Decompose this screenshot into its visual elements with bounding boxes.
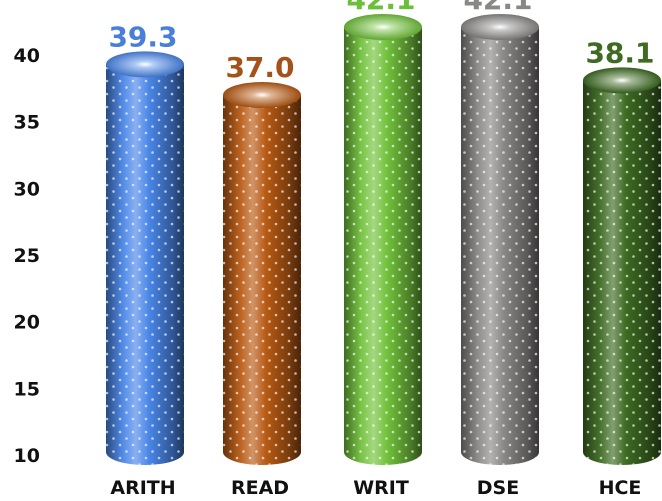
- y-tick-label: 40: [14, 45, 40, 67]
- bar-dots: [461, 27, 539, 465]
- data-label-hce: 38.1: [585, 36, 654, 69]
- x-tick-label-dse: DSE: [477, 477, 519, 499]
- x-tick-label-writ: WRIT: [353, 477, 409, 499]
- bar-dots: [344, 27, 422, 465]
- y-tick-label: 30: [14, 178, 40, 200]
- bar-cap: [344, 14, 422, 40]
- data-label-read: 37.0: [225, 51, 294, 84]
- bar-dots: [223, 95, 301, 465]
- bars: 39.3 37.0 42.1 42.1 38.1: [106, 0, 661, 465]
- y-tick-label: 35: [14, 112, 40, 134]
- bar-dse: [461, 14, 539, 465]
- bar-dots: [106, 64, 184, 465]
- data-label-dse: 42.1: [463, 0, 532, 16]
- bar-writ: [344, 14, 422, 465]
- bar-read: [223, 82, 301, 465]
- data-label-arith: 39.3: [108, 20, 177, 53]
- x-tick-label-read: READ: [231, 477, 289, 499]
- x-tick-label-arith: ARITH: [110, 477, 175, 499]
- bar-arith: [106, 51, 184, 465]
- bar-cap: [583, 67, 661, 94]
- y-tick-label: 10: [14, 445, 40, 467]
- x-axis-labels: ARITH READ WRIT DSE HCE: [110, 477, 641, 499]
- y-tick-label: 15: [14, 378, 40, 400]
- x-tick-label-hce: HCE: [599, 477, 642, 499]
- bar-cap: [106, 51, 184, 78]
- bar-hce: [583, 67, 661, 465]
- bar-dots: [583, 80, 661, 465]
- y-tick-label: 25: [14, 245, 40, 267]
- y-axis-ticks: 10 15 20 25 30 35 40: [14, 45, 40, 467]
- data-label-writ: 42.1: [346, 0, 415, 16]
- bar-cap: [461, 14, 539, 40]
- bar-cap: [223, 82, 301, 108]
- y-tick-label: 20: [14, 312, 40, 334]
